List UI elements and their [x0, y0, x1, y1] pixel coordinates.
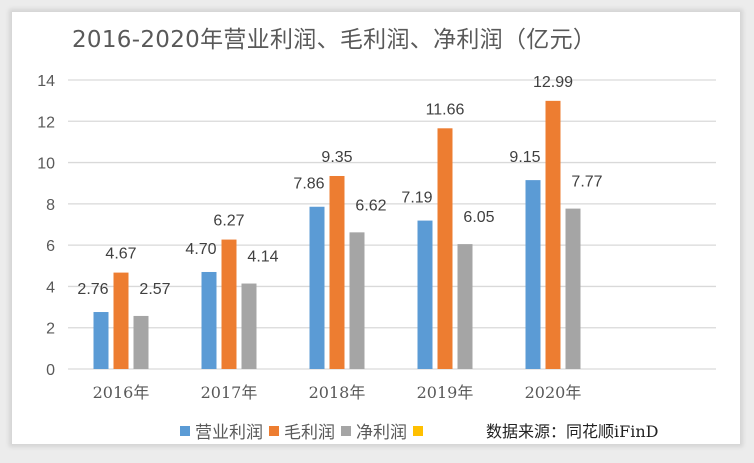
- data-label: 6.27: [213, 213, 244, 230]
- legend-label: 营业利润: [195, 423, 263, 443]
- data-label: 7.77: [571, 174, 602, 191]
- y-tick-label: 12: [37, 114, 55, 131]
- y-tick-label: 14: [37, 73, 55, 90]
- bar: [93, 312, 109, 369]
- y-tick-label: 10: [37, 156, 55, 173]
- legend-item-empty: [413, 425, 428, 436]
- chart-title: 2016-2020年营业利润、毛利润、净利润（亿元）: [72, 27, 597, 53]
- data-label: 9.35: [321, 149, 352, 166]
- bar: [565, 208, 581, 369]
- data-label: 4.70: [185, 241, 216, 258]
- bar: [457, 244, 473, 369]
- bar: [349, 232, 365, 369]
- data-labels: 2.76 4.67 2.57 4.70 6.27 4.14 7.86 9.35 6.62 7.19…: [77, 74, 602, 298]
- legend-swatch: [413, 425, 423, 436]
- data-label: 6.05: [463, 209, 494, 226]
- bar: [241, 283, 257, 369]
- data-label: 12.99: [533, 74, 573, 91]
- legend-item-gross-profit: 毛利润: [269, 418, 335, 443]
- y-axis-ticks: 0 2 4 6 8 10 12 14: [37, 73, 55, 379]
- chart-frame: [12, 12, 740, 444]
- data-label: 7.86: [293, 176, 324, 193]
- legend-label: 毛利润: [284, 423, 335, 443]
- bar: [133, 315, 149, 369]
- bar: [309, 206, 325, 369]
- legend-swatch: [269, 425, 279, 436]
- y-tick-label: 6: [46, 238, 55, 255]
- x-tick-label: 2016年: [93, 383, 150, 402]
- x-tick-label: 2017年: [201, 383, 258, 402]
- bar: [113, 272, 129, 369]
- data-label: 4.14: [247, 249, 278, 266]
- bar: [221, 239, 237, 369]
- data-label: 6.62: [355, 197, 386, 214]
- x-tick-label: 2018年: [309, 383, 366, 402]
- data-label: 4.67: [105, 246, 136, 263]
- x-tick-label: 2019年: [417, 383, 474, 402]
- gridlines: [68, 79, 716, 370]
- y-tick-label: 0: [46, 362, 55, 379]
- y-tick-label: 4: [46, 279, 55, 296]
- legend-swatch: [341, 425, 351, 436]
- y-tick-label: 2: [46, 321, 55, 338]
- bar: [329, 175, 345, 369]
- legend: 营业利润 毛利润 净利润: [180, 418, 434, 443]
- bars: [93, 100, 581, 369]
- legend-item-operating-profit: 营业利润: [180, 418, 263, 443]
- data-label: 9.15: [509, 149, 540, 166]
- data-label: 2.76: [77, 281, 108, 298]
- data-label: 7.19: [401, 190, 432, 207]
- bar: [545, 100, 561, 369]
- legend-label: 净利润: [356, 423, 407, 443]
- data-source: 数据来源：同花顺iFinD: [486, 422, 659, 441]
- y-tick-label: 8: [46, 197, 55, 214]
- bar: [525, 180, 541, 369]
- x-axis-ticks: 2016年 2017年 2018年 2019年 2020年: [93, 383, 582, 402]
- legend-swatch: [180, 425, 190, 436]
- data-label: 11.66: [426, 101, 465, 118]
- bar: [201, 271, 217, 369]
- legend-item-net-profit: 净利润: [341, 418, 407, 443]
- bar: [417, 220, 433, 369]
- bar: [437, 128, 453, 369]
- x-tick-label: 2020年: [525, 383, 582, 402]
- data-label: 2.57: [139, 281, 170, 298]
